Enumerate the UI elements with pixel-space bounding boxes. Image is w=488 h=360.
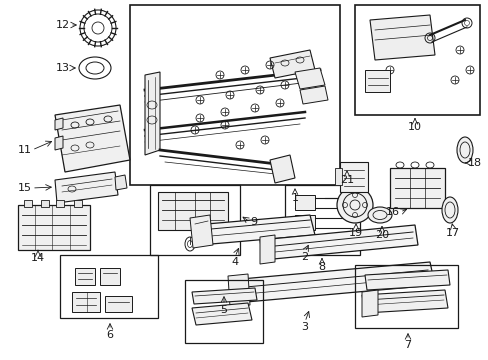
Bar (18, 205, 90, 250)
Text: 16: 16 (385, 207, 399, 217)
Polygon shape (55, 105, 130, 172)
Bar (56, 200, 64, 207)
Polygon shape (260, 225, 417, 260)
Bar (41, 200, 49, 207)
Text: 12: 12 (56, 20, 70, 30)
Polygon shape (158, 192, 227, 230)
Ellipse shape (441, 197, 457, 223)
Text: 18: 18 (467, 158, 481, 168)
Polygon shape (75, 268, 95, 285)
Polygon shape (294, 68, 325, 89)
Bar (364, 70, 389, 92)
Polygon shape (369, 15, 434, 60)
Text: 13: 13 (56, 63, 70, 73)
Bar (184, 280, 263, 343)
Text: 3: 3 (301, 322, 308, 332)
Text: 17: 17 (445, 228, 459, 238)
Text: 15: 15 (18, 183, 32, 193)
Text: 10: 10 (407, 122, 421, 132)
Bar (389, 168, 444, 208)
Text: 19: 19 (348, 228, 362, 238)
Text: 1: 1 (291, 193, 298, 203)
Bar (74, 200, 82, 207)
Bar (354, 5, 479, 115)
Polygon shape (55, 118, 63, 130)
Polygon shape (145, 72, 160, 155)
Ellipse shape (336, 187, 372, 223)
Text: 5: 5 (220, 305, 227, 315)
Text: 8: 8 (318, 262, 325, 272)
Text: 7: 7 (404, 340, 411, 350)
Polygon shape (269, 155, 294, 183)
Polygon shape (115, 175, 127, 190)
Text: 11: 11 (18, 145, 32, 155)
Polygon shape (55, 172, 118, 203)
Text: 9: 9 (249, 217, 257, 227)
Text: 21: 21 (339, 175, 353, 185)
Bar (354, 265, 457, 328)
Ellipse shape (456, 137, 472, 163)
Text: 20: 20 (374, 230, 388, 240)
Polygon shape (192, 288, 257, 304)
Text: 4: 4 (231, 257, 238, 267)
Bar (150, 185, 240, 255)
Text: 2: 2 (301, 252, 308, 262)
Text: 14: 14 (31, 253, 45, 263)
Polygon shape (260, 235, 274, 264)
Bar (339, 162, 367, 192)
Bar (24, 200, 32, 207)
Polygon shape (361, 290, 377, 317)
Polygon shape (361, 290, 447, 313)
Polygon shape (294, 215, 314, 230)
Polygon shape (190, 215, 213, 248)
Polygon shape (192, 303, 251, 325)
Polygon shape (229, 262, 434, 303)
Polygon shape (294, 195, 314, 210)
Polygon shape (294, 235, 319, 250)
Polygon shape (195, 215, 314, 245)
Polygon shape (227, 274, 249, 307)
Bar (334, 168, 341, 185)
Polygon shape (269, 50, 314, 78)
Bar (60, 255, 158, 318)
Text: 6: 6 (106, 330, 113, 340)
Bar (285, 185, 359, 255)
Polygon shape (100, 268, 120, 285)
Polygon shape (72, 292, 100, 312)
Polygon shape (364, 270, 449, 290)
Polygon shape (299, 86, 327, 104)
Polygon shape (105, 296, 132, 312)
Ellipse shape (367, 207, 391, 223)
Bar (130, 5, 339, 185)
Polygon shape (55, 136, 63, 150)
